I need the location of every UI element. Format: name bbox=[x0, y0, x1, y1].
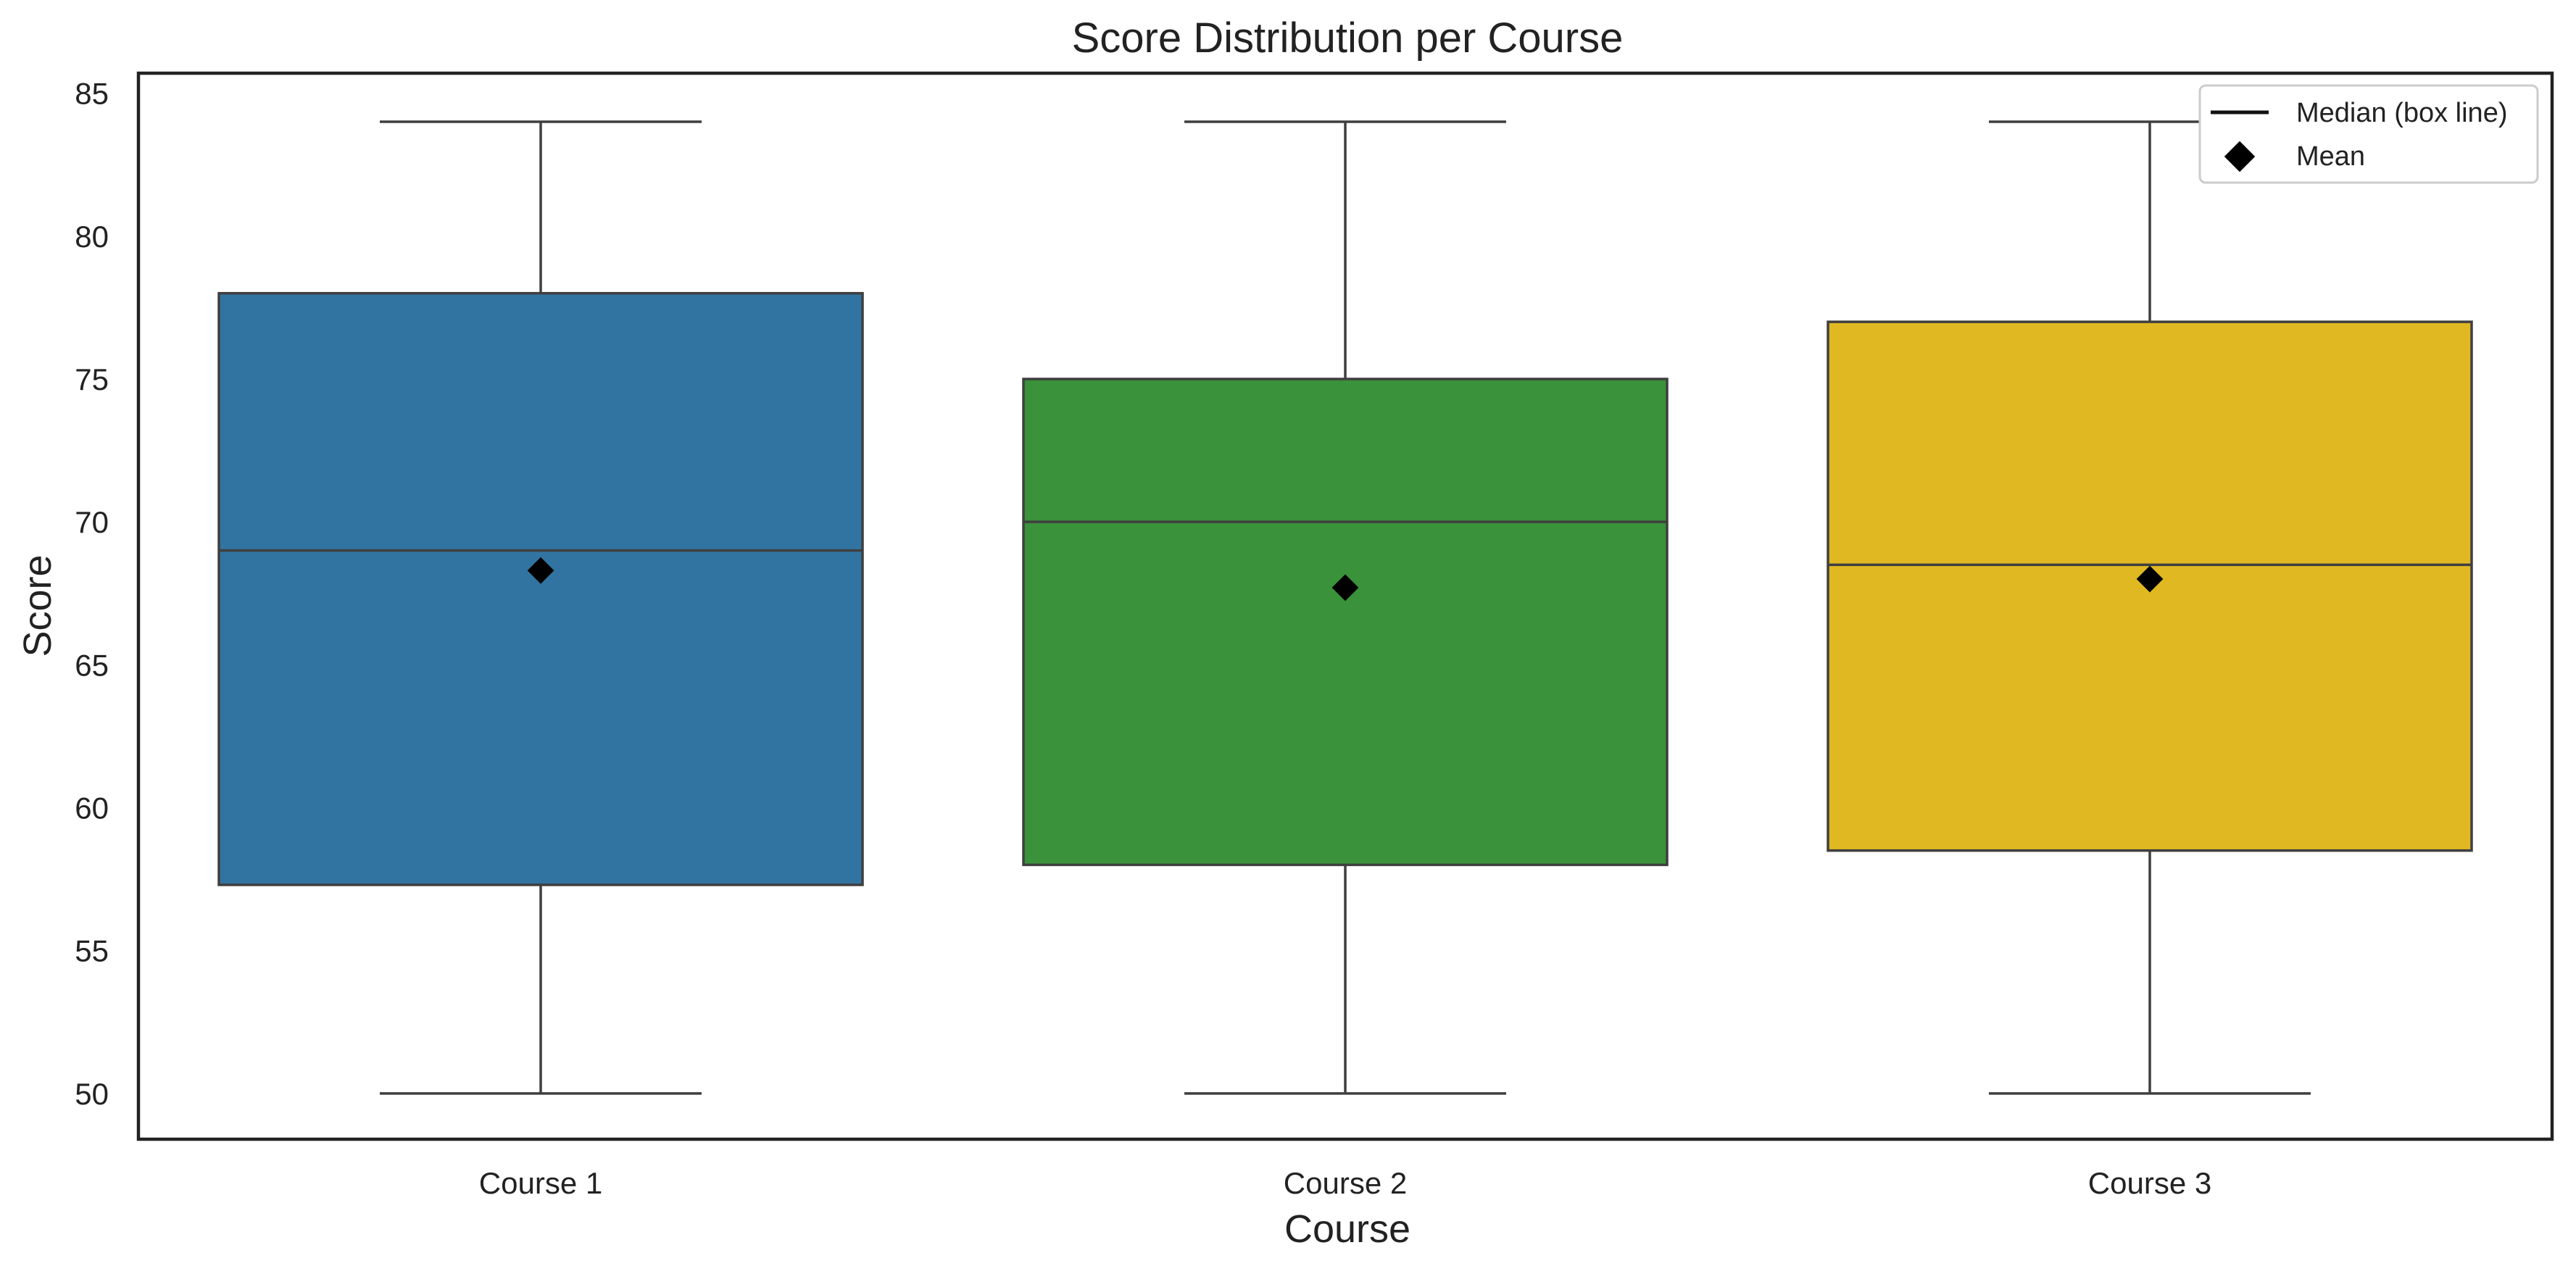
y-tick-label: 55 bbox=[75, 934, 109, 968]
mean-marker-course-1 bbox=[527, 557, 554, 584]
box-course-1 bbox=[217, 120, 864, 1095]
x-tick-label: Course 3 bbox=[2088, 1166, 2211, 1200]
plot-frame bbox=[136, 71, 2554, 1141]
box-course-3 bbox=[1827, 120, 2473, 1095]
y-tick-label: 85 bbox=[75, 77, 109, 111]
mean-marker-course-3 bbox=[2136, 565, 2164, 593]
mean-marker-course-2 bbox=[1331, 574, 1359, 601]
y-tick-label: 65 bbox=[75, 648, 109, 682]
chart-title: Score Distribution per Course bbox=[1072, 14, 1624, 62]
y-tick-label: 70 bbox=[75, 505, 109, 539]
legend-label-mean: Mean bbox=[2296, 141, 2365, 172]
x-tick-label: Course 1 bbox=[479, 1166, 602, 1200]
y-tick-label: 50 bbox=[75, 1077, 109, 1111]
x-tick-label: Course 2 bbox=[1284, 1166, 1407, 1200]
legend-frame bbox=[2198, 84, 2539, 184]
box-course-2 bbox=[1022, 120, 1669, 1095]
y-axis-label: Score bbox=[16, 554, 59, 657]
iqr-box-course-1 bbox=[217, 291, 864, 886]
y-tick-label: 75 bbox=[75, 362, 109, 396]
legend: Median (box line) Mean bbox=[2198, 84, 2539, 184]
iqr-box-course-2 bbox=[1022, 378, 1669, 867]
legend-label-median: Median (box line) bbox=[2296, 98, 2507, 128]
y-tick-label: 80 bbox=[75, 220, 109, 254]
y-tick-label: 60 bbox=[75, 791, 109, 825]
x-axis-label: Course bbox=[1284, 1207, 1410, 1251]
